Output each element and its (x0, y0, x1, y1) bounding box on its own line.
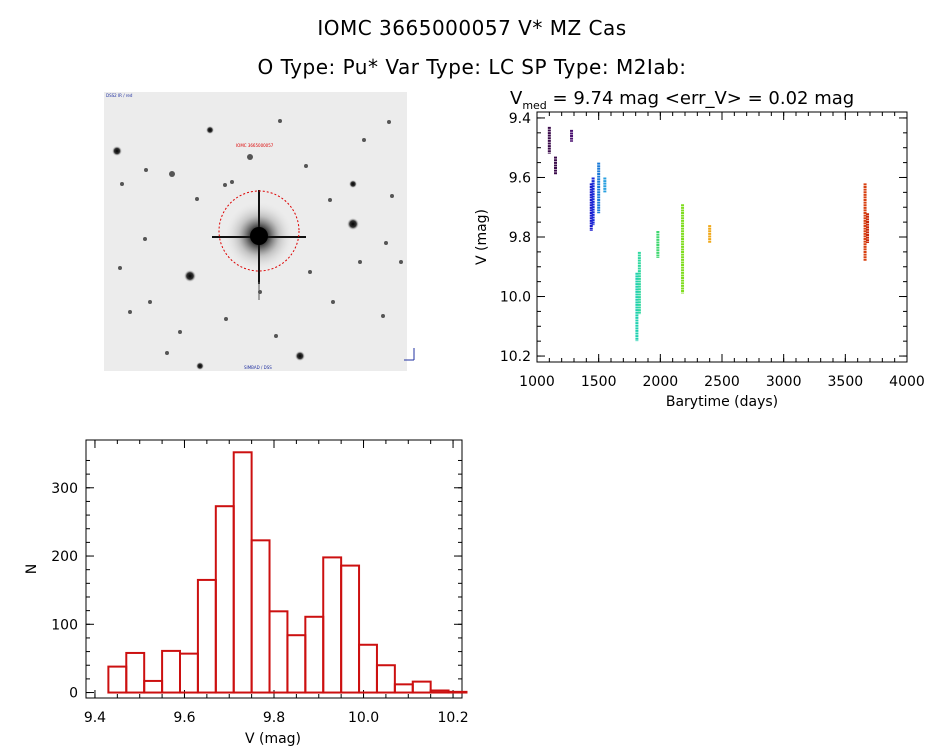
lc-ytick-label: 10.0 (500, 290, 531, 306)
hist-bar (196, 578, 217, 694)
field-star (120, 182, 124, 186)
hist-bar (143, 679, 164, 694)
field-star (328, 198, 332, 202)
sky-bottom-label: SIMBAD / DSS (244, 365, 272, 370)
field-star (148, 300, 152, 304)
field-star (274, 334, 278, 338)
lc-xtick-label: 2500 (704, 374, 740, 390)
lc-xtick-label: 2000 (643, 374, 679, 390)
hist-bar (429, 689, 450, 694)
field-star (304, 164, 308, 168)
chart-title-line-1: IOMC 3665000057 V* MZ Cas (317, 16, 627, 40)
hist-bar (214, 505, 235, 694)
hist-bar (304, 615, 325, 694)
lc-xtick-label: 1500 (581, 374, 617, 390)
hist-bar (250, 539, 271, 694)
hist-bar (358, 643, 378, 694)
field-star (196, 362, 204, 370)
field-star (331, 300, 335, 304)
histogram-xlabel: V (mag) (245, 731, 301, 747)
hist-bar (179, 652, 199, 694)
lc-ytick-label: 9.8 (509, 230, 531, 246)
target-star (250, 227, 268, 245)
hist-bar (340, 564, 361, 694)
target-circle (218, 190, 300, 272)
field-star (144, 168, 148, 172)
hist-bar (125, 651, 146, 694)
hist-ytick-label: 300 (51, 481, 78, 497)
light-curve-data (547, 126, 870, 342)
lc-xtick-label: 3500 (828, 374, 864, 390)
hist-bar (107, 665, 128, 694)
hist-bar (161, 649, 182, 694)
lc-ytick-label: 9.6 (509, 170, 531, 186)
field-star (128, 310, 132, 314)
field-star (349, 180, 357, 188)
sky-circle-label: IOMC 3665000057 (236, 143, 274, 148)
field-star (118, 266, 122, 270)
lc-xtick-label: 4000 (889, 374, 925, 390)
field-star (206, 126, 214, 134)
field-star (358, 260, 362, 264)
field-star (390, 194, 394, 198)
field-star (347, 218, 359, 230)
field-star (223, 183, 227, 187)
field-star (195, 197, 199, 201)
light-curve-xlabel: Barytime (days) (666, 394, 778, 410)
light-curve-title: Vmed = 9.74 mag <err_V> = 0.02 mag (510, 88, 854, 112)
hist-bar (232, 451, 253, 694)
light-curve-ticks: 1000 1500 2000 2500 3000 3500 4000 9.4 9.6 9.8 10.… (500, 111, 925, 390)
field-star (381, 314, 385, 318)
hist-xtick-label: 10.2 (437, 710, 468, 726)
hist-bar (322, 556, 343, 694)
field-star (384, 241, 388, 245)
field-star (278, 119, 282, 123)
hist-xtick-label: 10.0 (348, 710, 379, 726)
lc-xtick-label: 3000 (766, 374, 802, 390)
lc-ytick-label: 10.2 (500, 349, 531, 365)
hist-bar (375, 664, 396, 694)
field-star (143, 237, 147, 241)
histogram-frame (85, 439, 463, 699)
hist-ytick-label: 0 (69, 686, 78, 702)
field-star (247, 154, 253, 160)
hist-xtick-label: 9.6 (173, 710, 195, 726)
sky-stars (112, 119, 403, 370)
hist-ytick-label: 100 (51, 617, 78, 633)
histogram-ylabel: N (24, 564, 40, 574)
sky-top-left-label: DSS2 IR / red (106, 93, 133, 98)
field-star (399, 260, 403, 264)
hist-bar (393, 683, 414, 694)
field-star (112, 146, 122, 156)
chart-title-line-2: O Type: Pu* Var Type: LC SP Type: M2Iab: (257, 55, 687, 79)
lc-ytick-label: 9.4 (509, 111, 531, 127)
field-star (230, 180, 234, 184)
hist-xtick-label: 9.4 (84, 710, 106, 726)
histogram-bars (107, 451, 468, 694)
field-star (165, 351, 169, 355)
light-curve-ylabel: V (mag) (474, 209, 490, 265)
field-star (308, 270, 312, 274)
hist-bar (268, 610, 289, 694)
field-star (169, 171, 175, 177)
field-star (224, 317, 228, 321)
field-star (184, 270, 196, 282)
field-star (362, 138, 366, 142)
field-star (295, 351, 305, 361)
field-star (387, 120, 391, 124)
field-star (178, 330, 182, 334)
hist-xtick-label: 9.8 (263, 710, 285, 726)
hist-bar (411, 680, 432, 694)
hist-bar (286, 634, 307, 694)
lc-xtick-label: 1000 (519, 374, 555, 390)
hist-bar (447, 690, 468, 694)
histogram-ticks: 9.4 9.6 9.8 10.0 10.2 0 100 200 300 (51, 440, 469, 726)
hist-ytick-label: 200 (51, 549, 78, 565)
